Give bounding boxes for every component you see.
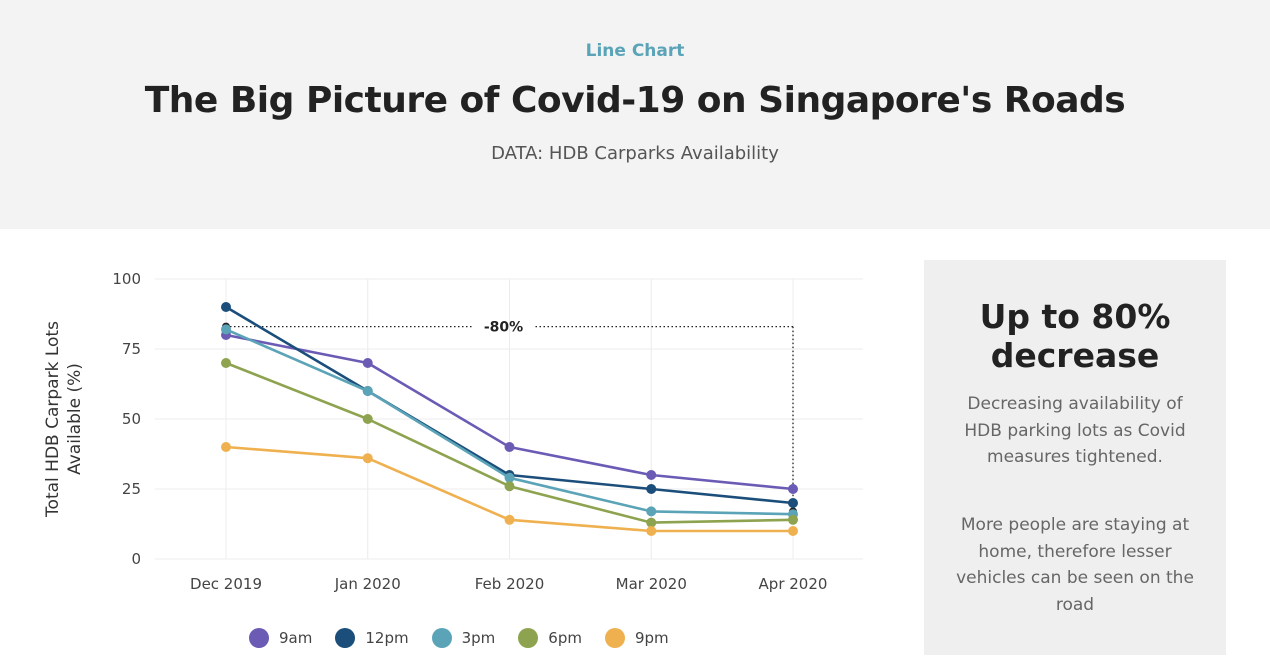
insight-panel: Up to 80% decrease Decreasing availabili…	[924, 260, 1226, 655]
data-point-9pm	[221, 442, 231, 452]
data-point-6pm	[504, 481, 515, 492]
y-tick-label: 75	[122, 340, 141, 358]
y-axis-label: Total HDB Carpark Lots Available (%)	[43, 321, 85, 518]
data-point-3pm	[504, 472, 515, 483]
legend-swatch	[249, 628, 269, 648]
data-point-9am	[362, 358, 373, 368]
y-tick-label: 100	[112, 270, 141, 288]
data-point-9am	[646, 470, 657, 480]
line-chart: 0 25 50 75 100 Dec 2019 Jan 2020 Feb 2020 Mar 20…	[43, 270, 863, 593]
legend-swatch	[335, 628, 356, 648]
legend-label: 6pm	[548, 629, 582, 647]
data-point-3pm	[646, 506, 657, 517]
legend-label: 3pm	[461, 629, 496, 647]
legend-label: 9am	[279, 629, 313, 647]
data-point-12pm	[646, 484, 657, 494]
data-point-9pm	[646, 526, 657, 536]
insight-paragraph-2: More people are staying at home, therefo…	[956, 515, 1194, 615]
data-point-12pm	[221, 302, 231, 312]
x-tick-label: Dec 2019	[190, 575, 262, 593]
data-point-9pm	[504, 514, 515, 525]
data-point-3pm	[362, 386, 373, 396]
x-tick-label: Feb 2020	[475, 575, 545, 593]
y-tick-label: 50	[122, 410, 141, 428]
legend-label: 12pm	[365, 629, 409, 647]
x-tick-label: Jan 2020	[334, 575, 401, 593]
y-tick-label: 0	[131, 550, 141, 568]
x-tick-label: Mar 2020	[616, 575, 687, 593]
data-point-3pm	[221, 324, 231, 335]
data-point-9pm	[788, 526, 798, 536]
legend-swatch	[604, 628, 625, 648]
x-tick-label: Apr 2020	[759, 575, 828, 593]
data-source-subtitle: DATA: HDB Carparks Availability	[491, 143, 779, 164]
legend-label: 9pm	[634, 629, 669, 647]
data-point-6pm	[221, 358, 231, 368]
data-point-6pm	[646, 517, 657, 528]
data-point-9pm	[362, 453, 373, 464]
header: Line Chart The Big Picture of Covid-19 o…	[0, 0, 1270, 229]
legend-item-3pm: 3pm	[431, 628, 496, 648]
data-point-9am	[504, 442, 515, 452]
data-point-12pm	[788, 498, 798, 508]
y-tick-label: 25	[122, 480, 141, 498]
legend-item-9pm: 9pm	[604, 628, 669, 648]
data-point-9am	[788, 484, 798, 494]
annotation-label: -80%	[484, 320, 523, 336]
insight-headline: Up to 80% decrease	[979, 297, 1171, 375]
legend-swatch	[431, 628, 452, 648]
chart-type-label: Line Chart	[585, 41, 685, 61]
legend-swatch	[518, 628, 539, 648]
page-title: The Big Picture of Covid-19 on Singapore…	[144, 80, 1126, 121]
legend-item-12pm: 12pm	[335, 628, 409, 648]
legend-item-6pm: 6pm	[518, 628, 582, 648]
legend-item-9am: 9am	[249, 628, 312, 648]
chart-legend: 9am 12pm 3pm 6pm 9pm	[249, 628, 692, 648]
insight-paragraph-1: Decreasing availability of HDB parking l…	[964, 394, 1186, 467]
data-point-6pm	[788, 514, 798, 525]
data-point-6pm	[362, 414, 373, 424]
